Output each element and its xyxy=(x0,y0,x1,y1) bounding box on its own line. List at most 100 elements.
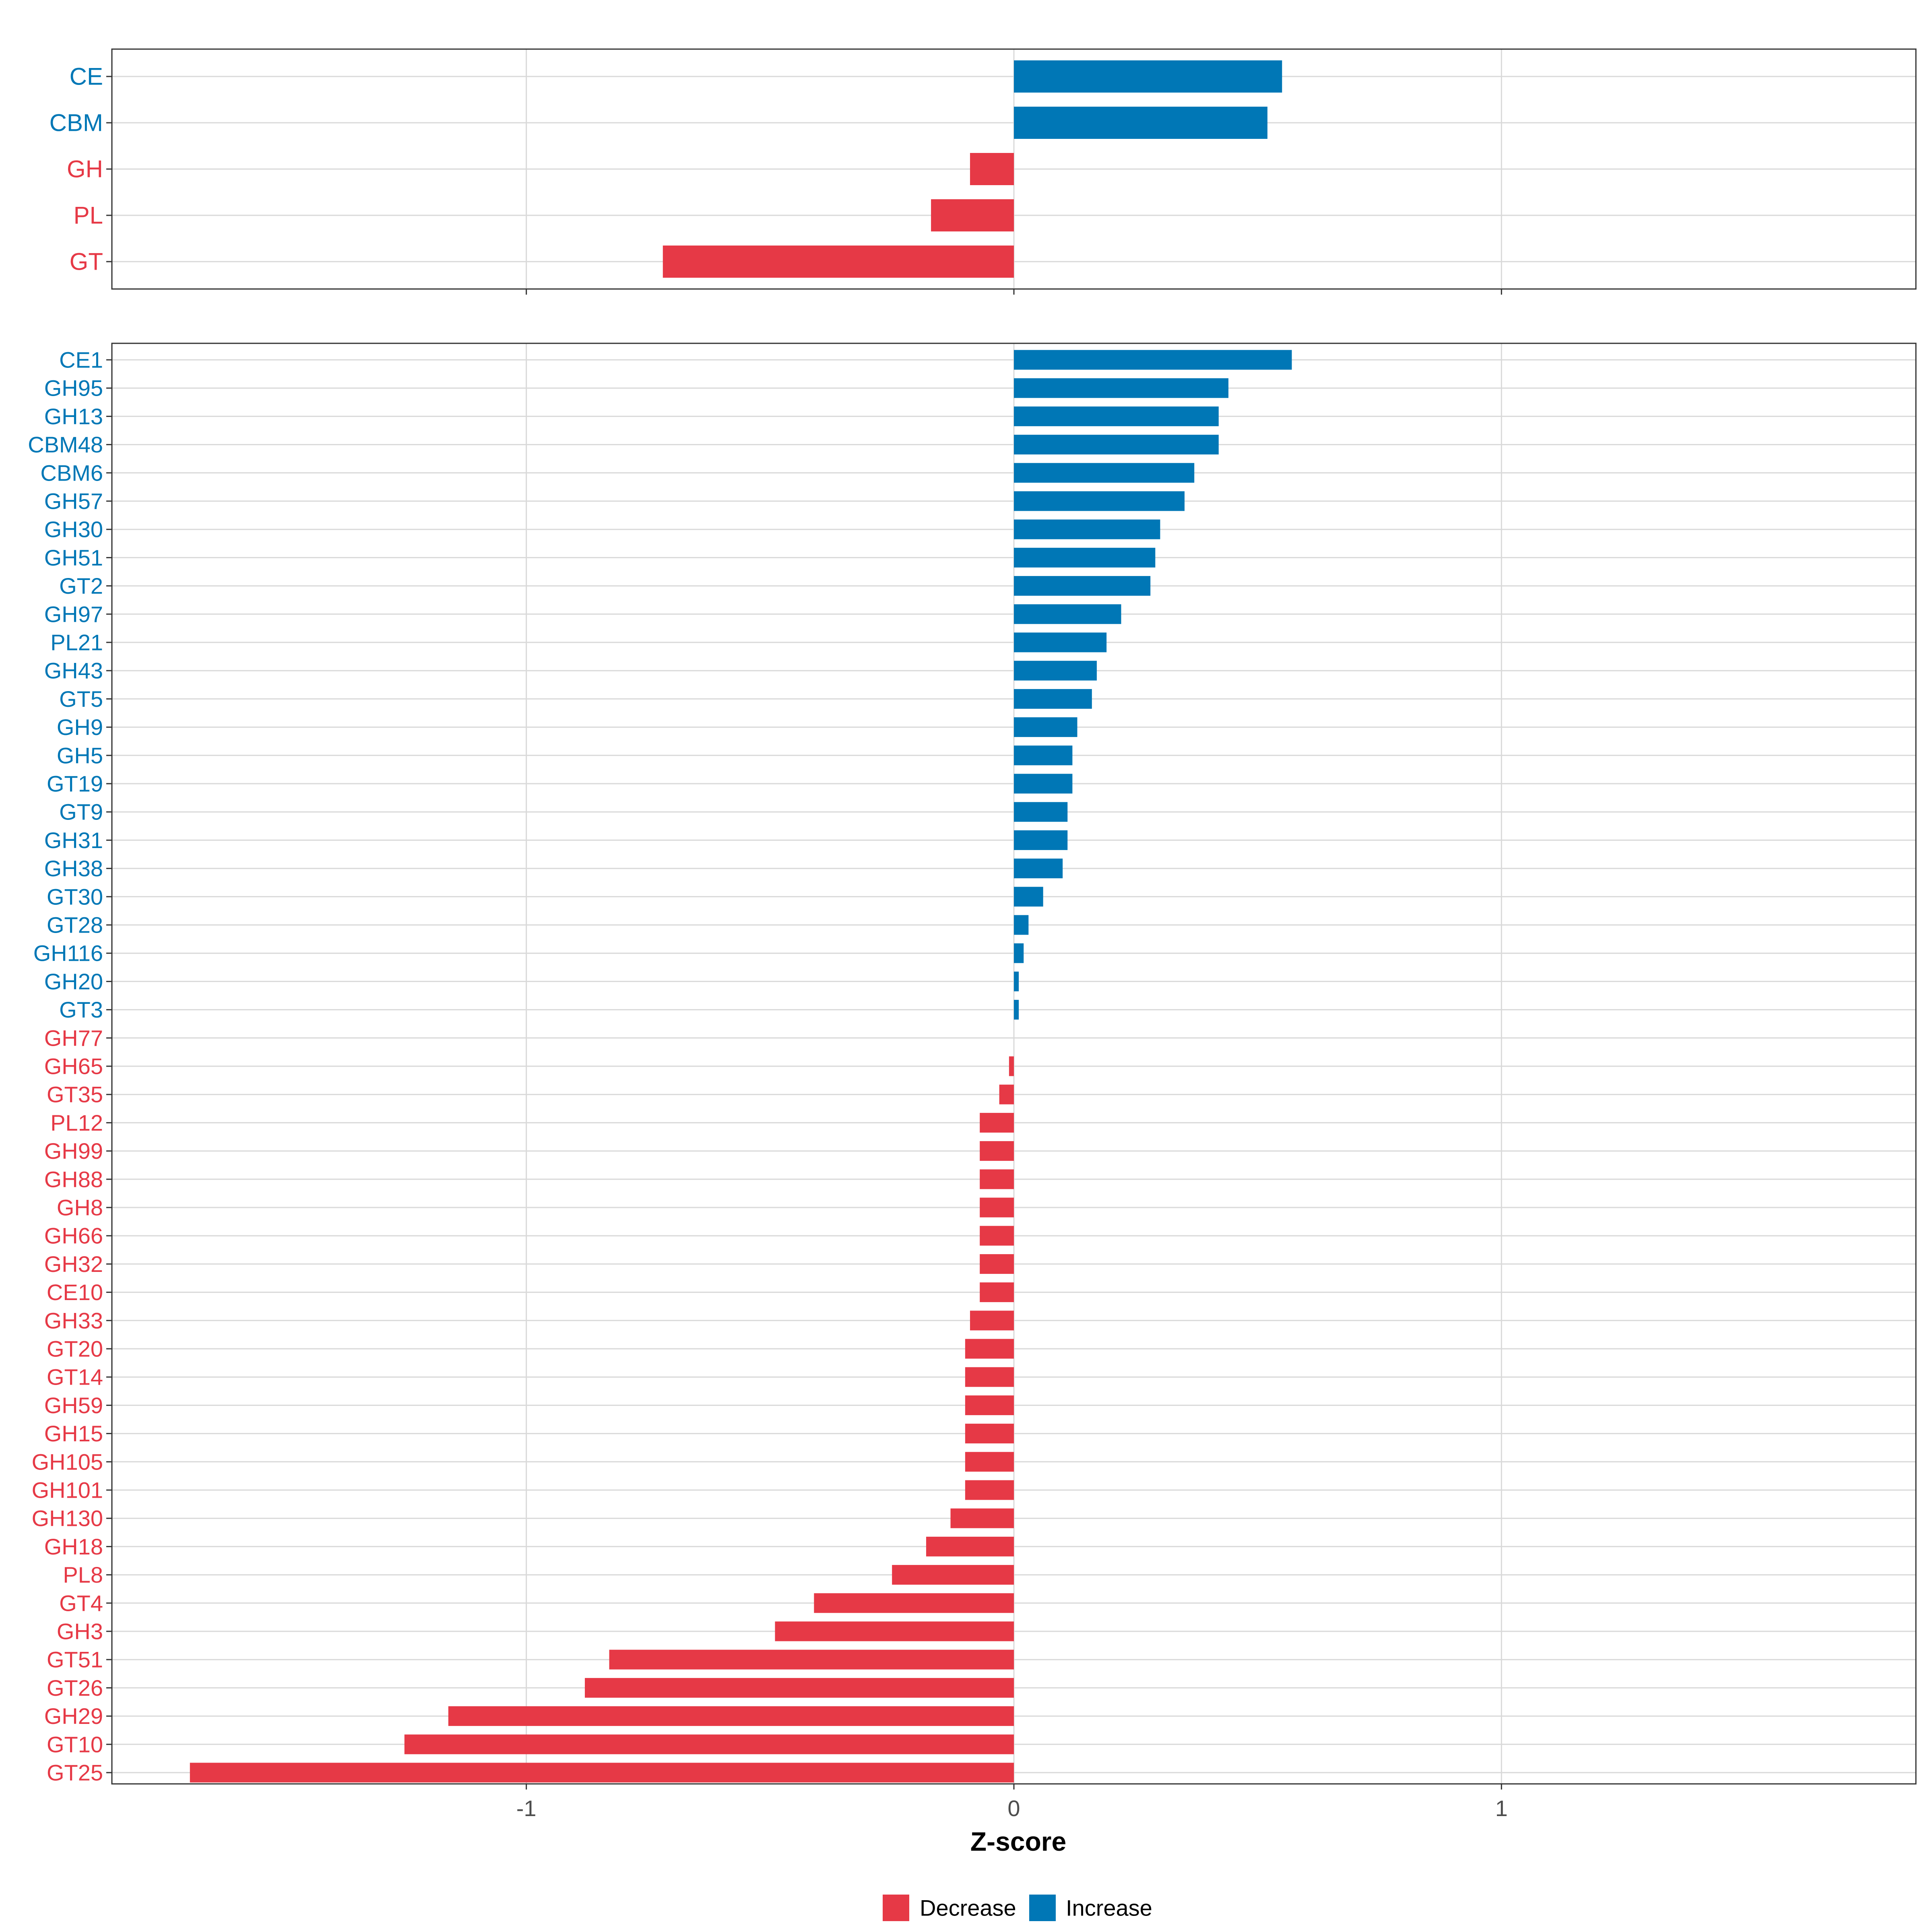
x-tick-label: -1 xyxy=(516,1796,537,1821)
top-label-gt: GT xyxy=(70,248,103,275)
bottom-bar-gt5 xyxy=(1014,689,1092,709)
top-bar-ce xyxy=(1014,60,1282,93)
bottom-label-gh31: GH31 xyxy=(44,828,103,853)
bottom-bar-cbm48 xyxy=(1014,435,1219,455)
bottom-bar-gt35 xyxy=(999,1084,1014,1104)
bottom-bar-gh13 xyxy=(1014,406,1219,426)
top-label-ce: CE xyxy=(70,63,103,90)
bottom-label-gh66: GH66 xyxy=(44,1223,103,1249)
bottom-label-gt25: GT25 xyxy=(47,1760,103,1785)
top-bar-pl xyxy=(931,199,1014,231)
bottom-label-gt20: GT20 xyxy=(47,1336,103,1362)
top-label-pl: PL xyxy=(74,202,103,229)
top-label-cbm: CBM xyxy=(50,109,103,136)
top-bar-cbm xyxy=(1014,107,1267,139)
bottom-bar-gt26 xyxy=(585,1678,1014,1698)
bottom-label-gh65: GH65 xyxy=(44,1054,103,1079)
bottom-bar-gh101 xyxy=(965,1480,1014,1500)
bottom-label-gt14: GT14 xyxy=(47,1364,103,1390)
bottom-bar-gh8 xyxy=(980,1197,1014,1218)
bottom-bar-gt9 xyxy=(1014,802,1068,822)
bottom-bar-gt19 xyxy=(1014,774,1073,794)
bottom-label-gh30: GH30 xyxy=(44,517,103,542)
bottom-label-gt4: GT4 xyxy=(59,1590,103,1616)
bottom-label-gt5: GT5 xyxy=(59,686,103,712)
bottom-label-gh29: GH29 xyxy=(44,1703,103,1729)
bottom-label-gt26: GT26 xyxy=(47,1675,103,1701)
bottom-label-gh101: GH101 xyxy=(32,1478,103,1503)
bottom-label-gh130: GH130 xyxy=(32,1506,103,1531)
bottom-bar-gt14 xyxy=(965,1367,1014,1387)
bottom-label-pl21: PL21 xyxy=(50,630,103,655)
bottom-label-gh5: GH5 xyxy=(57,743,103,768)
top-bar-gt xyxy=(663,246,1014,278)
bottom-label-gh99: GH99 xyxy=(44,1138,103,1164)
bottom-bar-ce10 xyxy=(980,1282,1014,1302)
bottom-label-ce1: CE1 xyxy=(59,347,103,373)
legend-swatch-increase xyxy=(1029,1895,1056,1921)
bottom-bar-gt25 xyxy=(190,1763,1014,1783)
bottom-label-gt35: GT35 xyxy=(47,1082,103,1107)
bottom-label-gt2: GT2 xyxy=(59,573,103,599)
bottom-label-pl12: PL12 xyxy=(50,1110,103,1135)
bottom-label-gt28: GT28 xyxy=(47,912,103,938)
bottom-label-gh95: GH95 xyxy=(44,376,103,401)
x-axis-title: Z-score xyxy=(970,1827,1066,1856)
bottom-label-gh51: GH51 xyxy=(44,545,103,570)
bottom-label-gh59: GH59 xyxy=(44,1393,103,1418)
bottom-label-gt10: GT10 xyxy=(47,1732,103,1757)
bottom-bar-ce1 xyxy=(1014,350,1292,370)
bottom-label-ce10: CE10 xyxy=(47,1280,103,1305)
bottom-bar-gh51 xyxy=(1014,547,1156,568)
bottom-bar-gt3 xyxy=(1014,1000,1019,1020)
bottom-bar-pl12 xyxy=(980,1113,1014,1133)
top-label-gh: GH xyxy=(67,156,103,183)
bottom-bar-gh30 xyxy=(1014,519,1160,539)
bottom-bar-gt2 xyxy=(1014,576,1151,596)
legend: Decrease Increase xyxy=(883,1895,1152,1921)
top-bar-gh xyxy=(970,153,1014,185)
bottom-bar-gh99 xyxy=(980,1141,1014,1161)
bottom-bar-gh105 xyxy=(965,1452,1014,1472)
bottom-bar-gh15 xyxy=(965,1424,1014,1444)
bottom-label-cbm6: CBM6 xyxy=(40,460,103,485)
bottom-label-gh9: GH9 xyxy=(57,714,103,740)
bottom-bar-gt10 xyxy=(404,1734,1014,1754)
bottom-bar-gh3 xyxy=(775,1621,1014,1641)
bottom-bar-gh95 xyxy=(1014,378,1228,398)
bottom-label-gh13: GH13 xyxy=(44,404,103,429)
bottom-label-cbm48: CBM48 xyxy=(28,432,103,457)
bottom-bar-pl8 xyxy=(892,1565,1014,1585)
bottom-label-gh15: GH15 xyxy=(44,1421,103,1446)
bottom-label-gh43: GH43 xyxy=(44,658,103,683)
legend-label-increase: Increase xyxy=(1066,1895,1152,1921)
legend-label-decrease: Decrease xyxy=(920,1895,1016,1921)
bottom-label-gh77: GH77 xyxy=(44,1025,103,1051)
legend-swatch-decrease xyxy=(883,1895,909,1921)
bottom-label-gh33: GH33 xyxy=(44,1308,103,1333)
bottom-bar-gh65 xyxy=(1009,1056,1014,1076)
bottom-label-gh97: GH97 xyxy=(44,601,103,627)
bottom-bar-gt4 xyxy=(814,1593,1014,1613)
bottom-label-gh18: GH18 xyxy=(44,1534,103,1559)
bottom-bar-gh31 xyxy=(1014,830,1068,850)
bottom-bar-gh59 xyxy=(965,1395,1014,1415)
bottom-bar-gh43 xyxy=(1014,661,1097,681)
bottom-bar-pl21 xyxy=(1014,632,1107,652)
bottom-bar-gt28 xyxy=(1014,915,1029,935)
x-axis: -1 0 1 xyxy=(516,289,1508,1821)
bottom-label-gt9: GT9 xyxy=(59,799,103,825)
bottom-label-gh57: GH57 xyxy=(44,489,103,514)
x-tick-label: 1 xyxy=(1495,1796,1508,1821)
x-tick-label: 0 xyxy=(1007,1796,1020,1821)
bottom-bar-gh29 xyxy=(448,1706,1014,1726)
bottom-label-gt51: GT51 xyxy=(47,1647,103,1672)
bottom-bar-gh66 xyxy=(980,1226,1014,1246)
bottom-bar-gh9 xyxy=(1014,717,1077,737)
bottom-bar-gh57 xyxy=(1014,491,1185,511)
bottom-bar-gh20 xyxy=(1014,971,1019,991)
bottom-bar-gt20 xyxy=(965,1339,1014,1359)
bottom-bar-gt30 xyxy=(1014,887,1043,907)
bottom-label-gh8: GH8 xyxy=(57,1195,103,1220)
